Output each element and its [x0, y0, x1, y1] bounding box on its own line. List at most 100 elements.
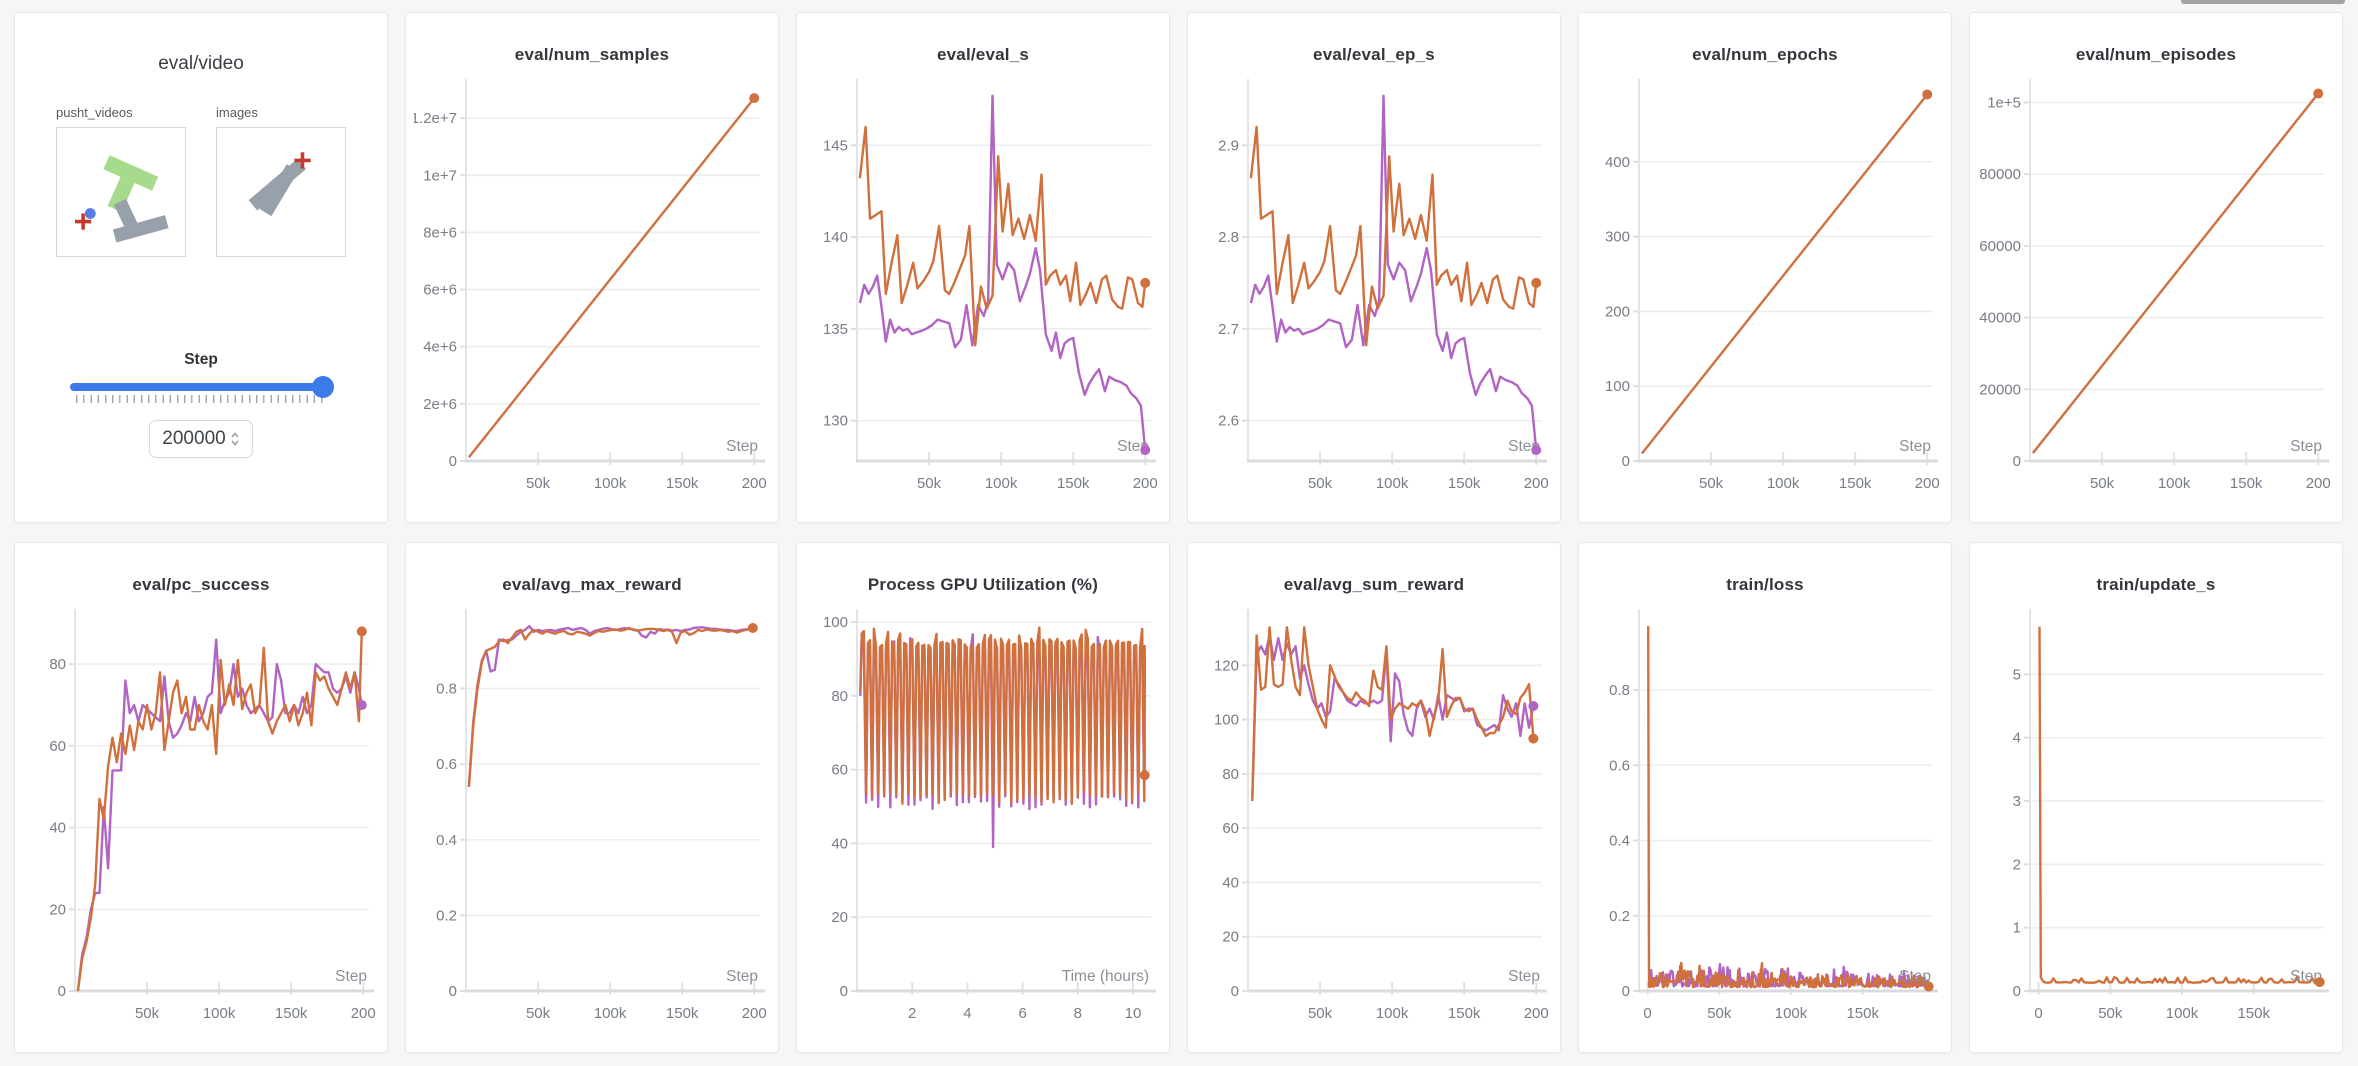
y-tick-label: 40 [831, 835, 848, 852]
y-tick-label: 130 [823, 413, 848, 430]
pusht-video-thumbnail[interactable] [56, 127, 186, 257]
line-chart[interactable]: 0 20 40 60 80 100 120 50k 100k 150k 200 Step [1196, 599, 1554, 1039]
series-line-orange [1251, 626, 1535, 802]
y-tick-label: 0.2 [436, 907, 457, 924]
stepper-arrows[interactable] [230, 431, 240, 447]
series-end-dot [2314, 977, 2325, 988]
x-tick-label: 200 [742, 475, 767, 492]
y-tick-label: 140 [823, 229, 848, 246]
x-axis-label: Step [2290, 438, 2322, 455]
series-line-purple [1249, 94, 1538, 451]
series-line-orange [2038, 626, 2320, 984]
line-chart[interactable]: 0 20 40 60 80 50k 100k 150k 200 Step [23, 599, 381, 1039]
y-tick-label: 40000 [1979, 310, 2021, 327]
y-tick-label: 0.4 [1609, 833, 1630, 850]
y-tick-label: 0 [2013, 983, 2021, 1000]
y-tick-label: 80 [831, 688, 848, 705]
y-tick-label: 1.2e+7 [414, 110, 457, 127]
x-tick-label: 100k [594, 1005, 627, 1022]
x-tick-label: 100k [203, 1005, 236, 1022]
x-axis-label: Step [1899, 438, 1931, 455]
line-chart[interactable]: 0 100 200 300 400 50k 100k 150k 200 Step [1587, 69, 1945, 509]
chevron-up-down-icon [231, 432, 239, 446]
x-tick-label: 150k [666, 1005, 699, 1022]
y-tick-label: 0 [840, 983, 848, 1000]
slider-track[interactable] [70, 376, 334, 398]
chart-title: eval/avg_max_reward [502, 575, 682, 594]
x-tick-label: 50k [2090, 475, 2115, 492]
y-tick-label: 8e+6 [423, 224, 457, 241]
y-tick-label: 0.6 [1609, 757, 1630, 774]
chart-title: eval/pc_success [132, 575, 270, 594]
y-tick-label: 100 [823, 614, 848, 631]
x-tick-label: 100k [594, 475, 627, 492]
y-tick-label: 0 [449, 453, 457, 470]
chart-panel: eval/pc_success 0 20 40 60 80 50k 100k 150k 200 St… [14, 542, 388, 1053]
y-tick-label: 0 [1622, 453, 1630, 470]
y-tick-label: 60 [49, 738, 66, 755]
chart-title: eval/eval_s [936, 45, 1029, 64]
tee-scene-image [248, 152, 311, 217]
x-axis-label: Step [2290, 968, 2322, 985]
line-chart[interactable]: 0 20 40 60 80 100 2 4 6 8 10 Time (hours) [805, 599, 1163, 1039]
x-tick-label: 100k [2158, 475, 2191, 492]
x-tick-label: 200 [1915, 475, 1940, 492]
y-tick-label: 20 [831, 909, 848, 926]
x-tick-label: 50k [1308, 475, 1333, 492]
line-chart[interactable]: 0 20000 40000 60000 80000 1e+5 50k 100k 150k 200 S… [1978, 69, 2336, 509]
slider-thumb[interactable] [312, 376, 334, 398]
x-tick-label: 150k [1448, 1005, 1481, 1022]
series-end-dot [1528, 701, 1539, 711]
x-tick-label: 150k [2230, 475, 2263, 492]
y-tick-label: 60 [1222, 820, 1239, 837]
series-end-dot [1139, 770, 1150, 781]
y-tick-label: 0.2 [1609, 908, 1630, 925]
y-tick-label: 6e+6 [423, 282, 457, 299]
y-tick-label: 1e+7 [423, 167, 457, 184]
y-tick-label: 60 [831, 762, 848, 779]
chart-panel: Process GPU Utilization (%) 0 20 40 60 80 100 2… [796, 542, 1170, 1053]
x-axis-label: Step [726, 438, 758, 455]
series-line-purple [467, 624, 753, 787]
pusht-scene-image [75, 155, 169, 243]
x-tick-label: 200 [1524, 475, 1549, 492]
video-label: pusht_videos [56, 105, 133, 120]
series-end-dot [1922, 89, 1933, 100]
horizontal-scrollbar[interactable] [2181, 0, 2345, 4]
y-tick-label: 0 [1231, 983, 1239, 1000]
step-value-input[interactable]: 200000 [149, 420, 253, 458]
chart-panel: eval/avg_sum_reward 0 20 40 60 80 100 120 50k 100… [1187, 542, 1561, 1053]
target-cross-icon [75, 213, 92, 230]
series-end-dot [1528, 733, 1539, 744]
series-end-dot [747, 623, 758, 634]
y-tick-label: 100 [1214, 712, 1239, 729]
x-tick-label: 0 [1643, 1005, 1651, 1022]
x-tick-label: 100k [985, 475, 1018, 492]
image-thumbnail[interactable] [216, 127, 346, 257]
series-end-dot [2313, 88, 2324, 99]
line-chart[interactable]: 0 0.2 0.4 0.6 0.8 0 50k 100k 150k Step [1587, 599, 1945, 1039]
line-chart[interactable]: 0 0.2 0.4 0.6 0.8 50k 100k 150k 200 Step [414, 599, 772, 1039]
x-tick-label: 6 [1018, 1005, 1026, 1022]
y-tick-label: 0 [58, 983, 66, 1000]
y-tick-label: 1e+5 [1987, 95, 2021, 112]
x-tick-label: 200 [742, 1005, 767, 1022]
line-chart[interactable]: 0 2e+6 4e+6 6e+6 8e+6 1e+7 1.2e+7 50k 100k 150k 20… [414, 69, 772, 509]
y-tick-label: 0.6 [436, 756, 457, 773]
x-tick-label: 100k [2166, 1005, 2199, 1022]
y-tick-label: 40 [49, 820, 66, 837]
step-slider[interactable] [70, 376, 334, 403]
chart-panel: eval/num_episodes 0 20000 40000 60000 80000 1e… [1969, 12, 2343, 523]
line-chart[interactable]: 0 1 2 3 4 5 0 50k 100k 150k Step [1978, 599, 2336, 1039]
x-tick-label: 100k [1376, 1005, 1409, 1022]
series-line-orange [1647, 625, 1930, 989]
series-line-orange [2031, 92, 2320, 454]
y-tick-label: 400 [1605, 154, 1630, 171]
x-tick-label: 100k [1775, 1005, 1808, 1022]
x-tick-label: 0 [2034, 1005, 2042, 1022]
series-end-dot [1140, 277, 1151, 288]
chart-title: Process GPU Utilization (%) [867, 575, 1099, 594]
